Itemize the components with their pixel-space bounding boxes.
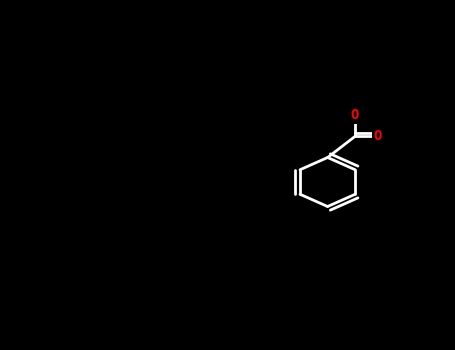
Text: O: O xyxy=(374,130,382,144)
Text: O: O xyxy=(351,108,359,122)
